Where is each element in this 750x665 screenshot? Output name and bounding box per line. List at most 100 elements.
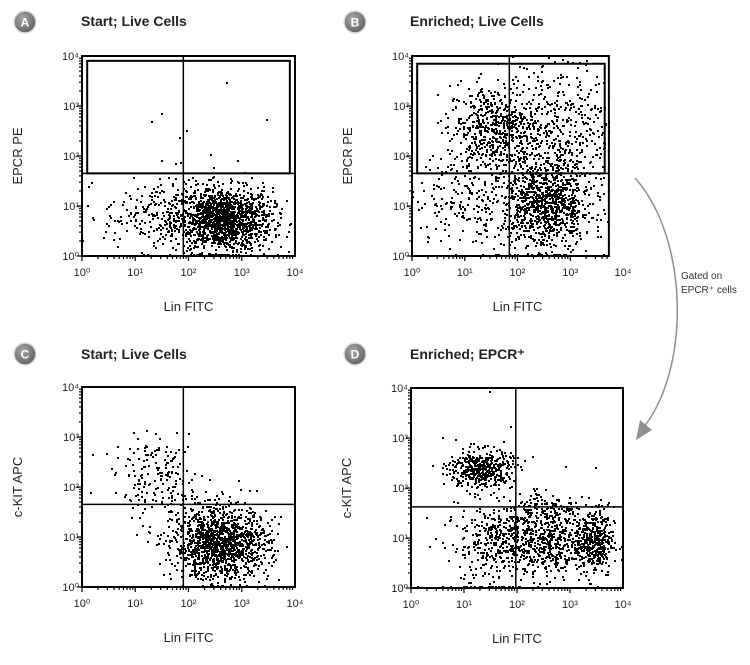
event-dot [495, 140, 497, 142]
event-dot [497, 227, 499, 229]
event-dot [556, 194, 558, 196]
event-dot [268, 562, 270, 564]
event-dot [458, 120, 460, 122]
event-dot [238, 509, 240, 511]
event-dot [198, 229, 200, 231]
event-dot [226, 223, 228, 225]
event-dot [229, 246, 231, 248]
event-dot [223, 539, 225, 541]
event-dot [530, 113, 532, 115]
event-dot [540, 142, 542, 144]
event-dot [231, 201, 233, 203]
event-dot [538, 220, 540, 222]
event-dot [571, 178, 573, 180]
event-dot [454, 158, 456, 160]
event-dot [489, 163, 491, 165]
event-dot [235, 553, 237, 555]
event-dot [203, 237, 205, 239]
event-dot [271, 241, 273, 243]
event-dot [425, 166, 427, 168]
event-dot [241, 205, 243, 207]
event-dot [549, 226, 551, 228]
event-dot [190, 546, 192, 548]
event-dot [554, 102, 556, 104]
event-dot [174, 230, 176, 232]
event-dot [133, 177, 135, 179]
event-dot [487, 207, 489, 209]
y-tick-label: 10² [393, 151, 409, 163]
event-dot [207, 568, 209, 570]
event-dot [175, 212, 177, 214]
event-dot [438, 178, 440, 180]
event-dot [210, 519, 212, 521]
event-dot [529, 171, 531, 173]
event-dot [506, 187, 508, 189]
event-dot [554, 179, 556, 181]
event-dot [522, 168, 524, 170]
event-dot [225, 236, 227, 238]
event-dot [176, 203, 178, 205]
event-dot [91, 182, 93, 184]
event-dot [241, 207, 243, 209]
event-dot [485, 211, 487, 213]
event-dot [188, 558, 190, 560]
event-dot [226, 572, 228, 574]
event-dot [261, 190, 263, 192]
event-dot [197, 246, 199, 248]
event-dot [476, 221, 478, 223]
event-dot [579, 144, 581, 146]
event-dot [558, 186, 560, 188]
event-dot [565, 207, 567, 209]
event-dot [238, 576, 240, 578]
event-dot [491, 211, 493, 213]
event-dot [516, 94, 518, 96]
event-dot [255, 206, 257, 208]
event-dot [212, 207, 214, 209]
event-dot [235, 240, 237, 242]
event-dot [421, 182, 423, 184]
event-dot [541, 217, 543, 219]
event-dot [198, 223, 200, 225]
event-dot [276, 205, 278, 207]
event-dot [533, 211, 535, 213]
event-dot [567, 214, 569, 216]
event-dot [536, 206, 538, 208]
event-dot [554, 182, 556, 184]
event-dot [188, 222, 190, 224]
event-dot [603, 177, 605, 179]
event-dot [231, 221, 233, 223]
event-dot [576, 77, 578, 79]
event-dot [511, 160, 513, 162]
event-dot [564, 159, 566, 161]
event-dot [559, 83, 561, 85]
event-dot [200, 195, 202, 197]
event-dot [217, 218, 219, 220]
event-dot [481, 143, 483, 145]
event-dot [229, 569, 231, 571]
event-dot [212, 237, 214, 239]
event-dot [213, 566, 215, 568]
event-dot [528, 209, 530, 211]
event-dot [530, 218, 532, 220]
event-dot [538, 94, 540, 96]
event-dot [245, 516, 247, 518]
event-dot [171, 200, 173, 202]
event-dot [528, 185, 530, 187]
event-dot [506, 154, 508, 156]
event-dot [547, 152, 549, 154]
event-dot [544, 167, 546, 169]
event-dot [277, 550, 279, 552]
panel-title: Enriched; Live Cells [410, 13, 544, 29]
event-dot [542, 206, 544, 208]
event-dot [217, 192, 219, 194]
event-dot [171, 230, 173, 232]
event-dot [214, 187, 216, 189]
event-dot [503, 176, 505, 178]
event-dot [552, 183, 554, 185]
event-dot [241, 552, 243, 554]
event-dot [539, 190, 541, 192]
event-dot [540, 164, 542, 166]
event-dot [201, 555, 203, 557]
event-dot [473, 107, 475, 109]
event-dot [274, 202, 276, 204]
